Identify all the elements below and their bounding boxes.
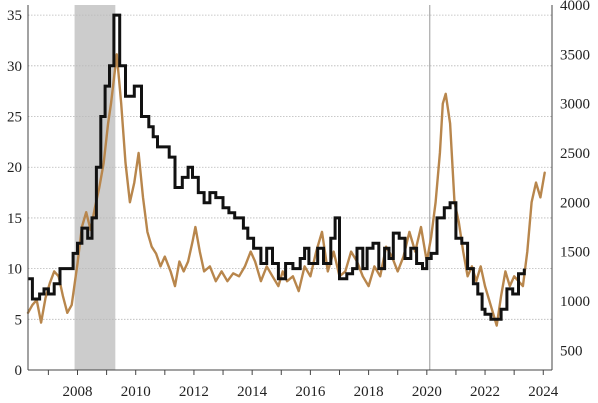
x-tick-label: 2016 [295,384,326,400]
y-left-tick-label: 20 [7,160,22,176]
series-layer [26,13,546,327]
y-left-tick-label: 30 [7,59,22,75]
x-tick-label: 2024 [528,384,559,400]
x-tick-label: 2012 [179,384,209,400]
y-right-tick-label: 2500 [560,146,590,162]
y-right-tick-label: 1000 [560,294,590,310]
series-line-left-step [28,13,526,321]
y-left-tick-label: 10 [7,262,22,278]
y-left-tick-label: 0 [15,363,23,379]
x-tick-label: 2020 [412,384,442,400]
y-right-tick-label: 3000 [560,97,590,113]
y-left-tick-label: 35 [7,8,22,24]
series-line-right [26,53,546,327]
y-left-tick-label: 15 [7,211,22,227]
x-tick-label: 2014 [237,384,268,400]
y-right-tick-label: 1500 [560,245,590,261]
y-left-tick-label: 5 [15,312,23,328]
x-tick-label: 2008 [62,384,92,400]
x-tick-label: 2018 [354,384,384,400]
y-right-tick-label: 3500 [560,47,590,63]
y-right-tick-label: 2000 [560,195,590,211]
y-right-tick-label: 500 [560,343,583,359]
y-left-tick-label: 25 [7,110,22,126]
tick-label-layer: 2008 2010 2012 2014 2016 2018 2020 2022 20240510… [7,0,590,400]
x-tick-label: 2010 [121,384,151,400]
axis-layer [27,5,553,375]
x-tick-label: 2022 [470,384,500,400]
y-right-tick-label: 4000 [560,0,590,14]
